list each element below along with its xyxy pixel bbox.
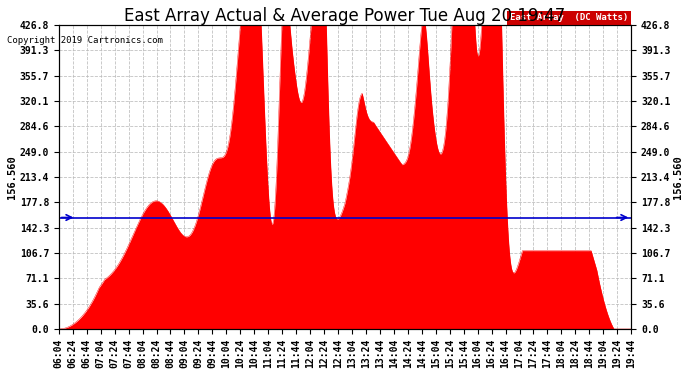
Text: East Array  (DC Watts): East Array (DC Watts) [510, 13, 629, 22]
Title: East Array Actual & Average Power Tue Aug 20 19:47: East Array Actual & Average Power Tue Au… [124, 7, 566, 25]
Text: Average  (DC Watts): Average (DC Watts) [526, 13, 629, 22]
Text: Copyright 2019 Cartronics.com: Copyright 2019 Cartronics.com [7, 36, 163, 45]
Y-axis label: 156.560: 156.560 [673, 155, 683, 199]
Y-axis label: 156.560: 156.560 [7, 155, 17, 199]
